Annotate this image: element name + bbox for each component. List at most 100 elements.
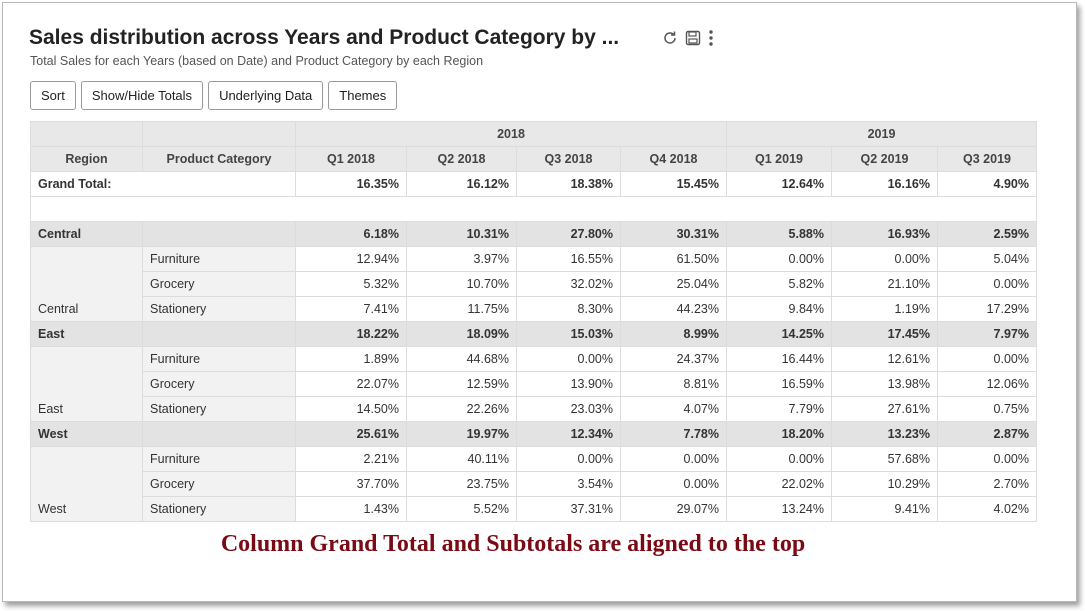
subtotal-value: 2.87% (937, 421, 1037, 447)
report-title: Sales distribution across Years and Prod… (29, 26, 620, 49)
table-row: Stationery 7.41% 11.75% 8.30% 44.23% 9.84% 1.1… (31, 296, 1037, 322)
value-cell: 2.70% (937, 471, 1037, 497)
quarter-header: Q2 2018 (406, 146, 517, 172)
subtotal-value: 17.45% (831, 321, 938, 347)
sort-button[interactable]: Sort (30, 81, 76, 110)
year-header: 2019 (726, 121, 1037, 147)
value-cell: 0.00% (726, 246, 832, 272)
value-cell: 57.68% (831, 446, 938, 472)
region-cell: East (30, 346, 143, 422)
value-cell: 0.00% (620, 446, 727, 472)
table-row: Grocery 37.70% 23.75% 3.54% 0.00% 22.02% 10.29… (31, 471, 1037, 497)
subtotal-value: 10.31% (406, 221, 517, 247)
value-cell: 1.19% (831, 296, 938, 322)
value-cell: 24.37% (620, 346, 727, 372)
value-cell: 0.75% (937, 396, 1037, 422)
report-subtitle: Total Sales for each Years (based on Dat… (30, 54, 484, 68)
toolbar: Sort Show/Hide Totals Underlying Data Th… (30, 81, 398, 110)
grand-total-value: 18.38% (516, 171, 621, 197)
spacer-cell (30, 196, 1037, 222)
region-subtotal-row: Central 6.18% 10.31% 27.80% 30.31% 5.88% 16.93… (30, 221, 1037, 247)
value-cell: 12.59% (406, 371, 517, 397)
value-cell: 32.02% (516, 271, 621, 297)
header-blank (30, 121, 143, 147)
column-header-row: Region Product Category Q1 2018 Q2 2018 Q3 2… (30, 146, 1037, 172)
subtotal-value: 15.03% (516, 321, 621, 347)
category-header: Product Category (142, 146, 296, 172)
table-row: Stationery 1.43% 5.52% 37.31% 29.07% 13.24% 9.… (31, 496, 1037, 522)
header-blank (142, 121, 296, 147)
value-cell: 0.00% (937, 271, 1037, 297)
refresh-icon[interactable] (662, 30, 678, 46)
subtotal-value: 19.97% (406, 421, 517, 447)
value-cell: 61.50% (620, 246, 727, 272)
subtotal-value: 8.99% (620, 321, 727, 347)
value-cell: 12.06% (937, 371, 1037, 397)
caption: Column Grand Total and Subtotals are ali… (220, 531, 806, 557)
grand-total-value: 15.45% (620, 171, 727, 197)
save-icon[interactable] (685, 30, 701, 46)
value-cell: 0.00% (620, 471, 727, 497)
subtotal-value: 16.93% (831, 221, 938, 247)
value-cell: 5.04% (937, 246, 1037, 272)
region-subtotal-label: West (30, 421, 143, 447)
grand-total-value: 16.12% (406, 171, 517, 197)
subtotal-category-blank (142, 321, 296, 347)
subtotal-value: 18.20% (726, 421, 832, 447)
value-cell: 37.70% (295, 471, 407, 497)
value-cell: 0.00% (937, 446, 1037, 472)
value-cell: 16.55% (516, 246, 621, 272)
quarter-header: Q3 2018 (516, 146, 621, 172)
value-cell: 0.00% (726, 446, 832, 472)
value-cell: 0.00% (831, 246, 938, 272)
region-subtotal-label: East (30, 321, 143, 347)
region-cell: Central (30, 246, 143, 322)
quarter-header: Q2 2019 (831, 146, 938, 172)
show-hide-totals-button[interactable]: Show/Hide Totals (80, 81, 204, 110)
quarter-header: Q3 2019 (937, 146, 1037, 172)
subtotal-category-blank (142, 221, 296, 247)
category-cell: Furniture (142, 346, 296, 372)
table-row: Grocery 22.07% 12.59% 13.90% 8.81% 16.59% 13.9… (31, 371, 1037, 397)
value-cell: 9.41% (831, 496, 938, 522)
value-cell: 23.03% (516, 396, 621, 422)
value-cell: 40.11% (406, 446, 517, 472)
category-cell: Stationery (142, 396, 296, 422)
value-cell: 5.82% (726, 271, 832, 297)
value-cell: 14.50% (295, 396, 407, 422)
region-subtotal-row: East 18.22% 18.09% 15.03% 8.99% 14.25% 17.45% 7… (30, 321, 1037, 347)
subtotal-value: 30.31% (620, 221, 727, 247)
report-frame: Sales distribution across Years and Prod… (2, 2, 1077, 602)
table-row: Grocery 5.32% 10.70% 32.02% 25.04% 5.82% 21.10… (31, 271, 1037, 297)
value-cell: 11.75% (406, 296, 517, 322)
value-cell: 5.52% (406, 496, 517, 522)
value-cell: 29.07% (620, 496, 727, 522)
subtotal-value: 13.23% (831, 421, 938, 447)
value-cell: 7.79% (726, 396, 832, 422)
value-cell: 4.07% (620, 396, 727, 422)
category-cell: Furniture (142, 446, 296, 472)
pivot-table: 2018 2019 Region Product Category Q1 2018 Q2 … (30, 121, 1037, 522)
underlying-data-button[interactable]: Underlying Data (208, 81, 324, 110)
more-icon[interactable] (708, 29, 714, 47)
subtotal-value: 12.34% (516, 421, 621, 447)
value-cell: 37.31% (516, 496, 621, 522)
value-cell: 0.00% (937, 346, 1037, 372)
category-cell: Grocery (142, 471, 296, 497)
value-cell: 27.61% (831, 396, 938, 422)
region-header: Region (30, 146, 143, 172)
category-cell: Grocery (142, 271, 296, 297)
table-row: Stationery 14.50% 22.26% 23.03% 4.07% 7.79% 27… (31, 396, 1037, 422)
region-subtotal-row: West 25.61% 19.97% 12.34% 7.78% 18.20% 13.23% 2… (30, 421, 1037, 447)
region-cell: West (30, 446, 143, 522)
category-cell: Stationery (142, 496, 296, 522)
themes-button[interactable]: Themes (328, 81, 398, 110)
table-row: East Furniture 1.89% 44.68% 0.00% 24.37% 16.44… (30, 346, 1037, 422)
grand-total-value: 12.64% (726, 171, 832, 197)
value-cell: 16.59% (726, 371, 832, 397)
subtotal-value: 7.78% (620, 421, 727, 447)
value-cell: 0.00% (516, 446, 621, 472)
year-header-row: 2018 2019 (30, 121, 1037, 147)
grand-total-row: Grand Total: 16.35% 16.12% 18.38% 15.45% 12.6… (30, 171, 1037, 197)
grand-total-value: 16.16% (831, 171, 938, 197)
